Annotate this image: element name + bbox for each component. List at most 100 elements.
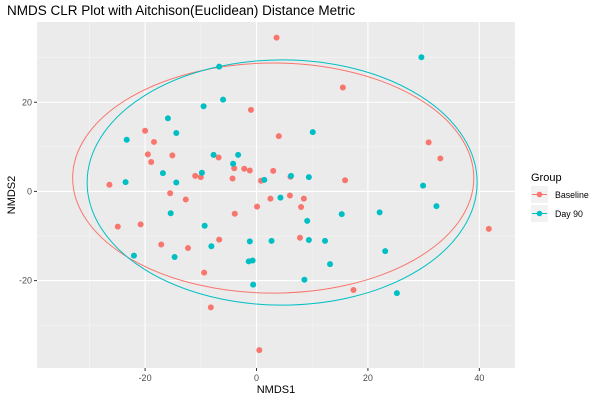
legend-title: Group [531,172,562,184]
point-day-90 [376,209,383,216]
point-day-90 [159,170,166,177]
point-day-90 [338,211,345,218]
point-baseline [241,165,248,172]
x-axis-title: NMDS1 [257,384,296,396]
point-baseline [231,210,238,217]
point-baseline [150,138,157,145]
point-day-90 [173,179,180,186]
point-baseline [342,177,349,184]
point-baseline [201,269,208,276]
point-day-90 [198,169,205,176]
points-layer [106,34,492,354]
grid-major [37,22,515,368]
point-day-90 [208,243,215,250]
point-baseline [273,34,280,41]
y-tick-label: -20 [19,276,32,286]
point-baseline [286,192,293,199]
point-baseline [137,221,144,228]
point-baseline [339,84,346,91]
point-day-90 [235,151,242,158]
point-baseline [267,195,274,202]
point-baseline [246,167,253,174]
point-day-90 [382,248,389,255]
point-day-90 [216,63,223,70]
point-day-90 [171,253,178,260]
point-baseline [229,175,236,182]
legend-key-point-day-90 [536,210,543,217]
point-day-90 [393,290,400,297]
x-tick-label: 20 [363,373,373,383]
point-baseline [142,127,149,134]
point-day-90 [309,129,316,136]
point-day-90 [305,237,312,244]
point-day-90 [268,237,275,244]
point-day-90 [305,174,312,181]
point-baseline [256,347,263,354]
x-tick-label: -20 [139,373,152,383]
point-baseline [184,245,191,252]
point-baseline [270,167,277,174]
point-day-90 [261,176,268,183]
point-day-90 [245,258,252,265]
x-tick-label: 40 [474,373,484,383]
point-day-90 [250,281,257,288]
point-baseline [167,190,174,197]
point-baseline [254,203,261,210]
point-day-90 [418,54,425,61]
point-baseline [437,155,444,162]
point-day-90 [201,222,208,229]
point-baseline [485,225,492,232]
plot-panel [37,22,515,368]
point-day-90 [130,252,137,259]
ellipse-layer [72,59,478,306]
point-baseline [300,195,307,202]
point-day-90 [220,96,227,103]
point-baseline [114,223,121,230]
point-day-90 [304,217,311,224]
point-day-90 [433,203,440,210]
point-baseline [144,151,151,158]
legend-label-day-90: Day 90 [555,209,583,219]
point-day-90 [122,179,129,186]
point-day-90 [327,261,334,268]
y-axis-title: NMDS2 [6,176,18,215]
point-baseline [425,139,432,146]
point-baseline [247,106,254,113]
point-day-90 [230,160,237,167]
confidence-ellipse-day-90 [86,59,478,306]
point-day-90 [322,237,329,244]
point-baseline [106,181,113,188]
point-baseline [215,154,222,161]
confidence-ellipse-baseline [72,62,475,294]
chart-title: NMDS CLR Plot with Aitchison(Euclidean) … [7,3,355,18]
point-day-90 [288,172,295,179]
point-day-90 [277,194,284,201]
point-baseline [298,204,305,211]
point-day-90 [164,115,171,122]
grid-minor [37,22,515,368]
point-day-90 [167,210,174,217]
legend-key-point-baseline [536,191,543,198]
x-tick-label: 0 [254,373,259,383]
legend-items: Baseline Day 90 [531,186,589,222]
axis-ticks: -20 0 20 40 -20 0 20 [19,97,484,383]
point-day-90 [200,103,207,110]
y-tick-label: 20 [22,97,32,107]
point-day-90 [210,151,217,158]
point-baseline [216,236,223,243]
y-tick-label: 0 [27,186,32,196]
point-baseline [350,286,357,293]
legend-label-baseline: Baseline [555,190,589,200]
point-baseline [182,196,189,203]
point-baseline [275,133,282,140]
point-day-90 [123,136,130,143]
point-day-90 [420,182,427,189]
point-baseline [192,172,199,179]
point-baseline [207,304,214,311]
point-baseline [169,152,176,159]
point-baseline [148,159,155,166]
point-baseline [296,234,303,241]
point-day-90 [301,276,308,283]
